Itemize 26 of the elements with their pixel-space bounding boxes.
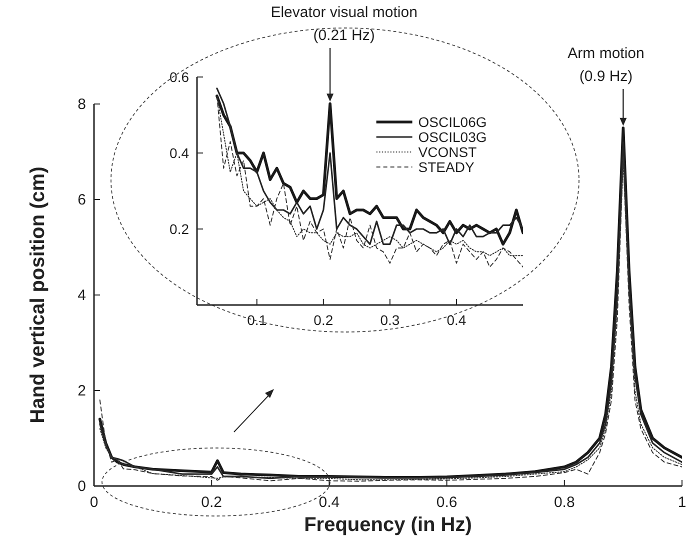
x-tick-label: 1: [678, 494, 686, 511]
y-tick-label: 4: [78, 287, 86, 304]
x-tick-label: 0.4: [446, 312, 466, 328]
x-tick-label: 0.2: [201, 494, 222, 511]
annotation: Arm motion (0.9 Hz): [568, 45, 644, 85]
y-tick-label: 0.4: [170, 145, 190, 161]
x-tick-label: 0.1: [247, 312, 267, 328]
y-tick-label: 2: [78, 382, 86, 400]
y-axis-title: Hand vertical position (cm): [27, 166, 49, 424]
legend-label: OSCIL06G: [418, 114, 487, 130]
legend-label: STEADY: [418, 159, 475, 175]
x-tick-label: 0: [90, 494, 98, 511]
x-tick-label: 0.4: [318, 494, 340, 511]
y-tick-label: 0: [78, 478, 86, 495]
legend-label: OSCIL03G: [418, 129, 487, 145]
y-tick-label: 0.2: [170, 221, 190, 237]
annotation: Elevator visual motion (0.21 Hz): [270, 4, 418, 44]
x-tick-label: 0.8: [554, 494, 575, 511]
y-tick-label: 0.6: [170, 69, 190, 85]
x-tick-label: 0.3: [380, 312, 400, 328]
y-tick-label: 8: [78, 96, 86, 113]
y-tick-label: 6: [78, 192, 86, 208]
x-tick-label: 0.6: [436, 494, 458, 511]
x-tick-label: 0.2: [314, 312, 334, 328]
x-axis-title: Frequency (in Hz): [304, 514, 472, 536]
legend-label: VCONST: [418, 144, 478, 160]
